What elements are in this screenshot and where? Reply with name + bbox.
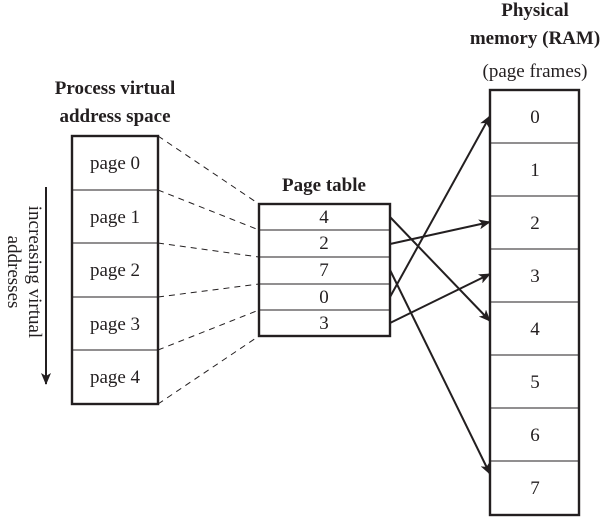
arrow-entry-2-to-frame-7 (389, 269, 491, 475)
virtual-page-3: page 3 (90, 314, 140, 335)
frame-0: 0 (530, 107, 540, 128)
virtual-space-title-line1: Process virtual (55, 78, 176, 99)
page-table-entry-2: 7 (319, 260, 329, 281)
physical-memory-title-line1: Physical (501, 0, 569, 21)
page-table-entry-1: 2 (319, 233, 329, 254)
virtual-space-title-line2: address space (59, 106, 170, 127)
page-table-title: Page table (282, 175, 366, 196)
frame-7: 7 (530, 478, 540, 499)
virtual-page-2: page 2 (90, 260, 140, 281)
frame-6: 6 (530, 425, 540, 446)
virtual-space-box (70, 134, 160, 406)
dashed-mapping-lines (157, 135, 260, 405)
axis-label-line1: increasing virtual (24, 206, 45, 338)
page-table-entry-3: 0 (319, 287, 329, 308)
virtual-page-0: page 0 (90, 153, 140, 174)
virtual-page-4: page 4 (90, 367, 141, 388)
arrow-entry-3-to-frame-0 (389, 115, 491, 298)
physical-memory-subtitle: (page frames) (483, 61, 588, 82)
axis-label-line2: addresses (3, 236, 24, 309)
page-table-entry-4: 3 (319, 313, 329, 334)
physical-memory-title-line2: memory (RAM) (470, 28, 600, 49)
arrow-entry-0-to-frame-4 (389, 216, 491, 322)
frame-5: 5 (530, 372, 540, 393)
frame-1: 1 (530, 160, 540, 181)
arrow-entry-4-to-frame-3 (389, 273, 491, 324)
page-table-entry-0: 4 (319, 207, 329, 228)
frame-2: 2 (530, 213, 540, 234)
frame-mapping-arrows (389, 115, 491, 475)
frame-3: 3 (530, 266, 540, 287)
arrow-entry-1-to-frame-2 (389, 219, 491, 245)
virtual-page-1: page 1 (90, 207, 140, 228)
physical-memory-box (488, 88, 581, 517)
frame-4: 4 (530, 319, 540, 340)
